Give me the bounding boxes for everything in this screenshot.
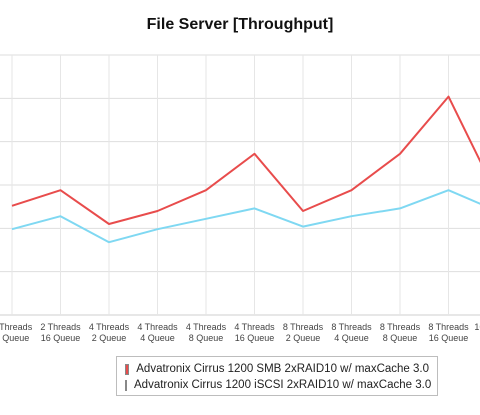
- x-tick-label: 4 Threads 8 Queue: [186, 322, 227, 343]
- legend-label-iscsi: Advatronix Cirrus 1200 iSCSI 2xRAID10 w/…: [134, 379, 432, 391]
- x-tick-label: 8 Threads 8 Queue: [380, 322, 421, 343]
- chart-title: File Server [Throughput]: [146, 16, 334, 33]
- x-tick-label: 8 Threads 16 Queue: [428, 322, 469, 343]
- series-line-smb: [11, 95, 480, 225]
- legend-entry-iscsi: Advatronix Cirrus 1200 iSCSI 2xRAID10 w/…: [125, 377, 432, 393]
- x-tick-label: 8 Threads 2 Queue: [283, 322, 324, 343]
- x-tick-label: 4 Threads 2 Queue: [89, 322, 130, 343]
- series-lines: [11, 95, 480, 244]
- legend-swatch-smb: [125, 363, 130, 375]
- x-tick-label: 4 Threads 16 Queue: [234, 322, 275, 343]
- legend: Advatronix Cirrus 1200 SMB 2xRAID10 w/ m…: [116, 356, 438, 396]
- series-line-iscsi: [11, 189, 480, 244]
- x-tick-label: 8 Threads 4 Queue: [331, 322, 372, 343]
- legend-swatch-iscsi: [125, 379, 127, 391]
- legend-label-smb: Advatronix Cirrus 1200 SMB 2xRAID10 w/ m…: [136, 363, 429, 375]
- grid-lines: [0, 54, 480, 316]
- x-tick-label: 2 Threads 16 Queue: [40, 322, 81, 343]
- x-tick-label: 4 Threads 4 Queue: [137, 322, 178, 343]
- legend-entry-smb: Advatronix Cirrus 1200 SMB 2xRAID10 w/ m…: [125, 361, 429, 377]
